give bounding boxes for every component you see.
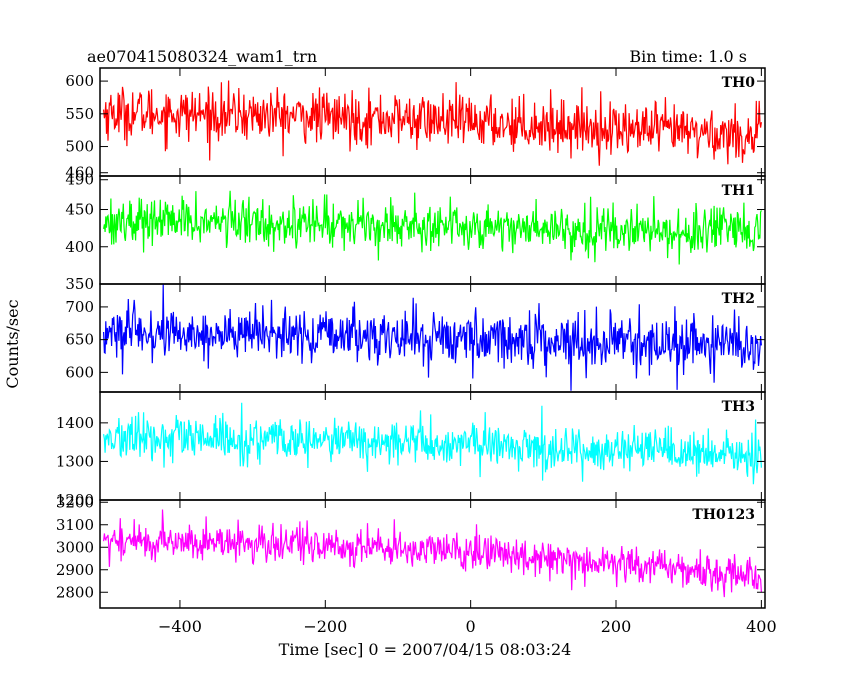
y-tick-label: 600: [65, 363, 94, 381]
series-line-th1: [103, 190, 762, 265]
y-tick-label: 460: [65, 164, 94, 182]
channel-label-th1: TH1: [722, 183, 755, 199]
y-tick-label: 650: [65, 331, 94, 349]
y-tick-label: 500: [65, 138, 94, 156]
panel-frame: [99, 499, 766, 609]
panel-th1: 350 400 450 490 TH1: [65, 171, 766, 293]
y-tick-label: 1400: [56, 414, 94, 432]
panel-th2: 600 650 700 TH2: [65, 283, 766, 393]
x-tick-label: 200: [601, 617, 632, 636]
x-tick-label: −200: [303, 617, 347, 636]
x-axis-label: Time [sec] 0 = 2007/04/15 08:03:24: [279, 640, 572, 659]
y-tick-label: 1200: [56, 491, 94, 509]
series-line-th2: [103, 284, 762, 391]
x-tick-label: −400: [158, 617, 202, 636]
x-tick-label: 400: [746, 617, 777, 636]
y-tick-label: 490: [65, 171, 94, 189]
y-tick-label: 3100: [56, 516, 94, 534]
y-tick-label: 3000: [56, 538, 94, 556]
panel-th0: 460 500 550 600 TH0: [65, 67, 766, 182]
channel-label-th3: TH3: [722, 399, 755, 415]
panel-th0123: 2800 2900 3000 3100 3200 TH0123: [56, 493, 766, 609]
channel-label-th2: TH2: [722, 291, 755, 307]
y-tick-label: 550: [65, 105, 94, 123]
y-tick-label: 2900: [56, 561, 94, 579]
series-line-th3: [103, 402, 762, 485]
chart-title-left: ae070415080324_wam1_trn: [87, 47, 317, 66]
x-tick-labels: −400 −200 0 200 400: [158, 617, 777, 636]
panels-group: 460 500 550 600 TH0 350 400 450 490 TH1 600 650 700 T…: [56, 67, 766, 609]
series-line-th0123: [103, 509, 762, 598]
y-tick-label: 400: [65, 238, 94, 256]
series-line-th0: [103, 80, 762, 166]
y-tick-label: 1300: [56, 452, 94, 470]
bin-time-label: Bin time: 1.0 s: [629, 47, 747, 66]
x-tick-label: 0: [466, 617, 476, 636]
panel-th3: 1200 1300 1400 TH3: [56, 391, 766, 509]
y-tick-label: 3200: [56, 493, 94, 511]
y-axis-label: Counts/sec: [3, 299, 22, 388]
y-tick-label: 2800: [56, 583, 94, 601]
channel-label-th0: TH0: [722, 75, 756, 91]
channel-label-th0123: TH0123: [692, 507, 755, 523]
y-tick-label: 450: [65, 201, 94, 219]
y-tick-label: 700: [65, 298, 94, 316]
y-tick-label: 600: [65, 72, 94, 90]
y-tick-label: 350: [65, 275, 94, 293]
